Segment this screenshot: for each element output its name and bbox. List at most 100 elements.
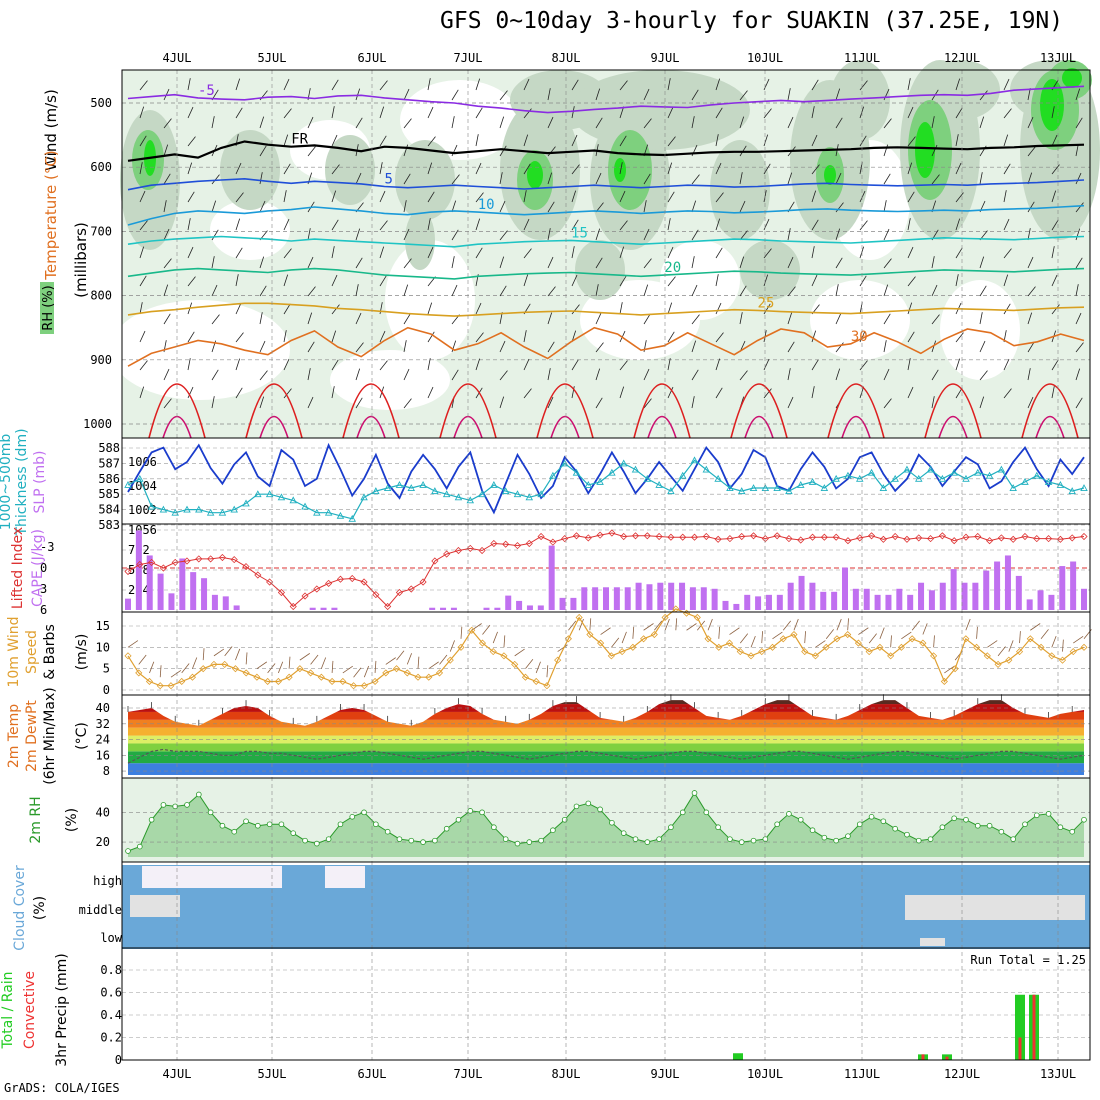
temperature-contour xyxy=(127,235,1085,248)
wind-barb xyxy=(763,274,769,287)
wind10-point xyxy=(457,643,465,651)
wind-barb xyxy=(907,191,915,203)
wind10-point xyxy=(242,669,250,677)
wind10-point xyxy=(425,673,433,681)
wind10-point xyxy=(392,665,401,673)
cape-bar xyxy=(190,572,197,610)
wind10-barb xyxy=(600,627,611,635)
wind-barb xyxy=(667,106,674,119)
wind10-point xyxy=(865,648,873,656)
rh2m-point xyxy=(809,827,816,833)
wind-barb xyxy=(907,358,911,371)
wind-barb xyxy=(691,256,695,269)
wind10-barb xyxy=(159,665,162,678)
wind-barb xyxy=(1051,386,1055,399)
wind-barb xyxy=(307,286,316,297)
rh2m-point xyxy=(1033,812,1040,819)
date-label-top: 6JUL xyxy=(358,51,387,65)
temperature-contour xyxy=(127,140,1085,162)
rh2m-point xyxy=(384,828,391,835)
wind-barb xyxy=(403,368,410,381)
wind-barb xyxy=(571,134,578,147)
rh-dry-area xyxy=(385,240,475,360)
cape-bar xyxy=(820,591,827,610)
wind10-point xyxy=(1080,643,1088,651)
li-point xyxy=(360,578,368,586)
wind-barb xyxy=(1003,388,1012,399)
wind-barb xyxy=(643,173,651,185)
rh2m-point xyxy=(231,828,238,835)
wind10-label-2: Speed xyxy=(24,630,40,674)
wind-barb xyxy=(547,146,556,157)
wind-barb xyxy=(475,302,482,315)
wind-barb xyxy=(355,172,362,185)
wind-barb xyxy=(1051,164,1060,175)
wind10-barb xyxy=(181,663,190,674)
rh2m-point xyxy=(302,837,308,844)
wind-barb xyxy=(715,302,722,315)
wind10-point xyxy=(1005,656,1013,664)
cloud-middle-gray xyxy=(905,895,1085,920)
wind-barb xyxy=(523,388,532,399)
wind-barb xyxy=(1003,358,1010,371)
wind-barb xyxy=(283,248,292,259)
wind-barb xyxy=(187,191,195,203)
rh-dry-area xyxy=(810,280,910,360)
li-point xyxy=(655,532,663,541)
date-label-bottom: 10JUL xyxy=(747,1067,783,1081)
cape-bar xyxy=(592,587,599,610)
wind10-barb xyxy=(858,627,869,635)
wind10-barb xyxy=(127,640,139,648)
wind-barb xyxy=(403,173,411,185)
wind-barb xyxy=(1075,228,1081,241)
thickness-point xyxy=(844,471,852,479)
cape-bar xyxy=(440,607,447,610)
wind-barb xyxy=(235,332,244,343)
date-label-bottom: 8JUL xyxy=(552,1067,581,1081)
wind-barb xyxy=(787,286,796,297)
temperature-contour-40 xyxy=(1035,415,1065,439)
wind-barb xyxy=(715,107,723,119)
cape-bar xyxy=(744,594,751,610)
thickness-point xyxy=(1056,481,1065,488)
rh2m-point xyxy=(526,839,533,845)
li-point xyxy=(336,575,345,583)
wind-barb xyxy=(835,342,844,353)
cloud-level-label: middle xyxy=(79,903,122,917)
wind-barb xyxy=(331,246,335,259)
wind10-barb xyxy=(170,670,182,678)
wind-barb xyxy=(787,116,794,129)
wind-barb xyxy=(811,134,818,147)
thickness-tick-label: 586 xyxy=(98,472,120,486)
wind10-point xyxy=(478,639,487,647)
wind-barb xyxy=(259,200,266,213)
wind-barb xyxy=(499,370,508,381)
temp-band xyxy=(128,727,1084,736)
rh-moist-area xyxy=(920,60,1000,120)
cape-bar xyxy=(765,594,772,610)
wind-barb xyxy=(331,219,339,231)
rh2m-point xyxy=(715,824,721,831)
wind10-barb xyxy=(643,623,654,631)
wind10-point xyxy=(564,635,572,643)
rh2m-point xyxy=(479,809,485,816)
li-point xyxy=(950,537,958,545)
wind-barb xyxy=(523,134,529,147)
thickness-point xyxy=(726,484,734,491)
thickness-point xyxy=(490,481,498,488)
thickness-point xyxy=(1033,471,1041,479)
cape-bar xyxy=(907,594,914,610)
wind-barb xyxy=(451,144,458,157)
wind10-unit: (m/s) xyxy=(74,634,90,671)
thickness-point xyxy=(419,481,427,488)
cape-bar xyxy=(983,570,990,610)
rh2m-point xyxy=(148,816,155,823)
wind-barb xyxy=(883,313,891,325)
wind-barb xyxy=(979,116,985,129)
rh2m-point xyxy=(892,825,898,832)
wind-barb xyxy=(379,360,388,371)
wind-barb xyxy=(931,174,940,185)
li-point xyxy=(1080,532,1088,541)
wind-barb xyxy=(715,78,721,91)
wind-barb xyxy=(211,369,219,381)
